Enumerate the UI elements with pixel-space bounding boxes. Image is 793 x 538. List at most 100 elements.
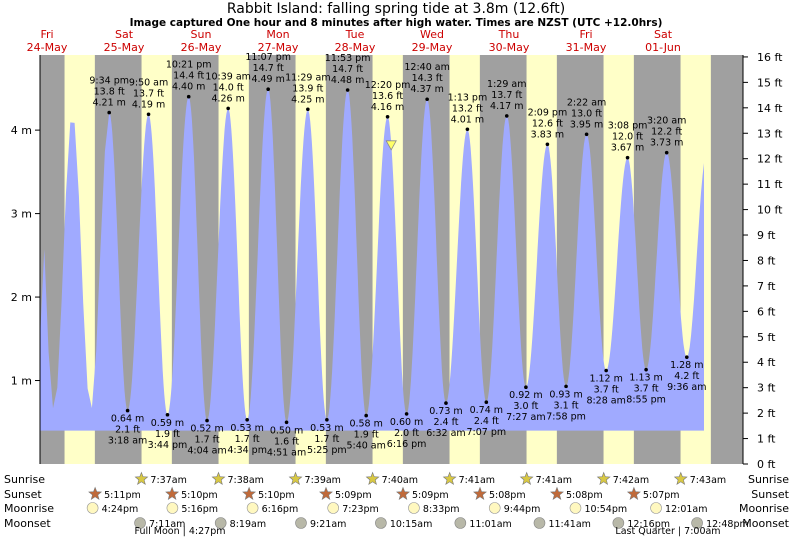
tide-point	[664, 150, 669, 155]
high-tide-ft: 12.6 ft	[532, 118, 563, 129]
sunrise-star-icon	[519, 471, 534, 485]
sunset-time: 5:08pm	[489, 490, 526, 501]
sunset-time: 5:11pm	[104, 490, 141, 501]
day-date: 24-May	[27, 41, 68, 54]
high-tide-m: 3.67 m	[611, 143, 644, 154]
day-of-week: Wed	[420, 28, 444, 41]
sunset-row-label: Sunset	[4, 488, 42, 501]
high-tide-time: 10:21 pm	[166, 60, 212, 71]
tide-point	[644, 367, 648, 372]
moonset-moon-icon	[612, 517, 625, 529]
y-tick-label-ft: 15 ft	[757, 76, 783, 89]
moonset-moon-icon	[375, 517, 387, 529]
sunset-time: 5:07pm	[643, 490, 680, 501]
high-tide-m: 4.48 m	[331, 75, 364, 86]
low-tide-time: 5:40 am	[346, 441, 385, 452]
moonrise-time: 10:54pm	[584, 504, 627, 515]
high-tide-m: 4.16 m	[371, 102, 404, 113]
sunset-time: 5:09pm	[412, 490, 449, 501]
moonrise-time: 4:24pm	[102, 504, 139, 515]
moonrise-moon-icon	[488, 502, 501, 514]
low-tide-m: 0.93 m	[549, 389, 582, 400]
high-tide-time: 1:29 am	[487, 79, 526, 90]
y-tick-label-ft: 12 ft	[757, 153, 783, 166]
y-tick-label-ft: 8 ft	[757, 254, 776, 267]
low-tide-time: 4:51 am	[267, 447, 306, 458]
day-of-week: Sat	[115, 28, 134, 41]
moonrise-moon-icon	[327, 502, 339, 514]
sunrise-time: 7:41am	[459, 475, 495, 486]
low-tide-time: 7:58 pm	[546, 411, 586, 422]
moonset-time: 9:21am	[310, 519, 346, 530]
sunset-star-icon	[242, 486, 257, 500]
low-tide-time: 4:34 pm	[227, 445, 267, 456]
moonset-time: 10:15am	[390, 519, 432, 530]
tide-point	[245, 417, 249, 422]
low-tide-ft: 3.0 ft	[513, 401, 538, 412]
current-tide-marker	[385, 140, 397, 151]
high-tide-m: 3.95 m	[570, 119, 603, 130]
low-tide-ft: 1.7 ft	[235, 434, 260, 445]
sunset-time: 5:08pm	[566, 490, 603, 501]
moonset-moon-icon	[295, 517, 307, 529]
moonset-moon-icon	[454, 517, 467, 529]
high-tide-ft: 13.2 ft	[452, 103, 483, 114]
day-date: 29-May	[412, 41, 453, 54]
axes: 1 m 2 m 3 m 4 m 0 ft 1 ft 2 ft 3 ft 4 ft 5 ft 6 ft…	[11, 51, 783, 471]
tide-point	[385, 114, 390, 119]
low-tide-m: 1.12 m	[589, 374, 622, 385]
high-tide-m: 4.21 m	[92, 98, 125, 109]
high-tide-m: 4.19 m	[132, 99, 165, 110]
low-tide-ft: 1.9 ft	[354, 430, 379, 441]
tide-point	[226, 106, 230, 111]
y-tick-label-ft: 16 ft	[757, 51, 783, 64]
low-tide-m: 1.13 m	[629, 373, 662, 384]
day-date: 25-May	[104, 41, 145, 54]
y-tick-label-ft: 9 ft	[757, 229, 776, 242]
high-tide-m: 4.49 m	[251, 74, 284, 85]
high-tide-ft: 14.7 ft	[332, 64, 363, 75]
moonrise-time: 9:44pm	[504, 504, 541, 515]
moonset-time: 7:11am	[149, 519, 185, 530]
low-tide-m: 0.53 m	[230, 423, 263, 434]
low-tide-m: 0.73 m	[429, 406, 462, 417]
high-tide-time: 3:08 pm	[608, 121, 648, 132]
tide-point	[404, 412, 409, 416]
tide-point	[545, 142, 550, 147]
low-tide-ft: 2.1 ft	[115, 425, 140, 436]
tide-point	[107, 110, 111, 115]
sunrise-star-icon	[673, 471, 688, 485]
low-tide-m: 0.50 m	[270, 425, 303, 436]
sunrise-star-icon	[134, 471, 149, 485]
sunrise-time: 7:42am	[613, 475, 649, 486]
low-tide-m: 1.28 m	[670, 360, 703, 371]
tide-point	[625, 155, 630, 160]
tide-point	[484, 400, 489, 405]
low-tide-time: 5:25 pm	[307, 445, 347, 456]
day-of-week: Fri	[40, 28, 53, 41]
moonset-row-label-right: Moonset	[742, 517, 789, 530]
high-tide-ft: 12.0 ft	[612, 132, 643, 143]
sunrise-row-label: Sunrise	[4, 473, 45, 486]
day-date: 01-Jun	[645, 41, 681, 54]
moonset-time: 12:48pm	[706, 519, 749, 530]
moonset-row-label: Moonset	[4, 517, 51, 530]
low-tide-m: 0.53 m	[310, 423, 343, 434]
moonset-time: 11:41am	[548, 519, 590, 530]
sunset-time: 5:10pm	[258, 490, 295, 501]
y-tick-label-ft: 13 ft	[757, 127, 783, 140]
high-tide-time: 10:39 am	[205, 71, 250, 82]
tide-point	[205, 418, 209, 423]
low-tide-ft: 3.7 ft	[594, 385, 619, 396]
high-tide-ft: 14.3 ft	[412, 73, 443, 84]
sunrise-time: 7:38am	[227, 475, 263, 486]
night-band	[710, 55, 743, 464]
chart-subtitle: Image captured One hour and 8 minutes af…	[130, 17, 663, 29]
day-of-week: Sun	[191, 28, 212, 41]
tide-point	[186, 94, 191, 99]
chart-title: Rabbit Island: falling spring tide at 3.…	[227, 1, 565, 17]
high-tide-time: 11:53 pm	[325, 53, 371, 64]
tide-point	[125, 408, 130, 413]
tide-point	[165, 412, 170, 417]
y-tick-label-ft: 10 ft	[757, 204, 783, 217]
